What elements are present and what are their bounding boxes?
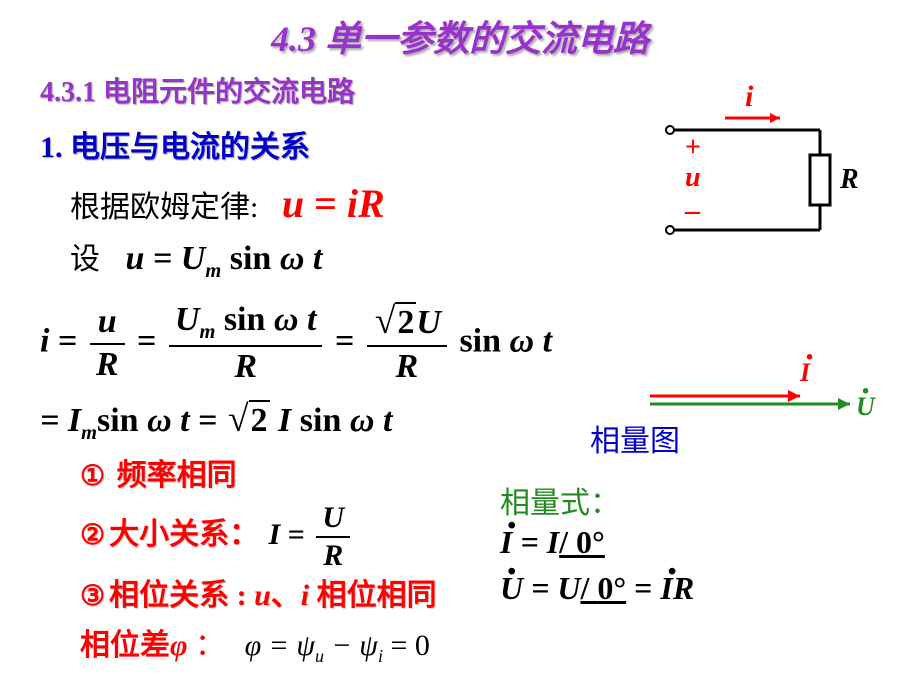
pe2-U-dot: U — [500, 570, 523, 606]
pd-u: u — [315, 646, 324, 666]
ohm-eq-sign: = — [304, 181, 347, 226]
frac-sqrt2U-R-num: 2U — [367, 300, 447, 347]
phasor-eq2: U = U/ 0° = IR — [500, 570, 694, 607]
u-eq-m: m — [205, 260, 221, 282]
bullet-2-text: 大小关系： — [109, 518, 259, 551]
bullet-2: ②大小关系： I = U R — [80, 500, 354, 574]
sqrt-2-rad: 2 — [395, 302, 416, 341]
bullet-3-u: u — [254, 579, 271, 612]
frac-u-R: u R — [90, 302, 125, 386]
num-Um: U — [175, 301, 200, 338]
pe1-eq: = I — [512, 524, 559, 560]
b2-frac-num: U — [316, 500, 350, 538]
bullet-3: ③相位关系 : u、i 相位相同 — [80, 570, 437, 614]
eq-i-lhs: i — [40, 323, 49, 360]
bullet-1-text: 频率相同 — [109, 459, 237, 492]
eq-i-chain: i = u R = Um sin ω t R = 2U R sin ω t — [40, 300, 552, 388]
circuit-u-label: u — [685, 162, 701, 194]
bullet-3-text: 相位关系 : — [109, 579, 247, 612]
eq-i2-omega2: ω t — [341, 402, 392, 439]
pe2-eq2: = — [626, 570, 660, 606]
bullet-1: ① 频率相同 — [80, 450, 237, 494]
frac-Um-sin-R-num: Um sin ω t — [169, 300, 323, 346]
sqrt-2-b: 2 — [226, 398, 270, 441]
num-omega: ω t — [265, 301, 316, 338]
pd-minus: − ψ — [324, 629, 378, 662]
ohm-label: 根据欧姆定律: — [70, 191, 258, 224]
section-subtitle: 4.3.1 电阻元件的交流电路 — [0, 70, 920, 110]
pe2-I-dot: I — [660, 570, 672, 606]
u-eq-omega-t: ω t — [271, 240, 322, 277]
eq-i2-m: m — [81, 422, 97, 444]
phase-diff-label: 相位差 — [80, 629, 170, 662]
set-label: 设 — [70, 243, 100, 276]
phasor-I-label: I — [800, 358, 810, 388]
b2-I: I — [269, 518, 281, 551]
circuit-diagram: i + u – R — [650, 110, 860, 240]
phase-diff-eq: φ = ψu − ψi = 0 — [245, 629, 430, 662]
page-title: 4.3 单一参数的交流电路 — [0, 0, 920, 62]
eq-i-eq3: = — [335, 323, 363, 360]
num-m: m — [199, 321, 215, 343]
eq-i2-I: I — [270, 402, 300, 439]
circuit-minus: – — [685, 194, 700, 228]
pe2-angle: / 0° — [580, 570, 626, 606]
eq-i2-omega1: ω t — [139, 402, 190, 439]
ohm-law-line: 根据欧姆定律: u = iR — [70, 180, 385, 227]
eq-i-eq1: = — [58, 323, 86, 360]
tail-sin: sin — [459, 323, 501, 360]
phasor-U-label: U — [856, 392, 875, 422]
bullet-2-num: ② — [80, 518, 105, 552]
set-u-line: 设 u = Um sin ω t — [70, 234, 322, 283]
tail-omega: ω t — [501, 323, 552, 360]
sqrt-2-b-rad: 2 — [249, 400, 270, 439]
eq-i-eq2: = — [137, 323, 165, 360]
circuit-plus: + — [685, 132, 701, 164]
frac-Um-sin-R: Um sin ω t R — [169, 300, 323, 387]
eq-u-def: u = Um sin ω t — [126, 240, 323, 277]
u-eq-sin: sin — [221, 240, 271, 277]
bullet-1-num: ① — [80, 459, 105, 493]
num-sin: sin — [215, 301, 265, 338]
phasor-svg — [650, 380, 870, 430]
pe1-angle: / 0° — [559, 524, 605, 560]
frac-sqrt2U-R-den: R — [367, 347, 447, 388]
circuit-R-label: R — [840, 164, 859, 196]
pd-phi-psi: φ = ψ — [245, 629, 315, 662]
eq-i-line2: = Imsin ω t = 2 I sin ω t — [40, 398, 392, 445]
ohm-u: u — [282, 181, 304, 226]
sqrt-2: 2 — [373, 300, 417, 345]
phase-diff-phi: φ — [170, 629, 188, 662]
bullet-3-num: ③ — [80, 579, 105, 613]
eq-i2-sin2: sin — [300, 402, 342, 439]
phase-diff-colon: ： — [188, 629, 226, 662]
phasor-form-label: 相量式： — [500, 478, 620, 522]
frac-u-R-num: u — [90, 302, 125, 345]
ohm-equation: u = iR — [282, 181, 385, 226]
frac-u-R-den: R — [90, 345, 125, 386]
num-U: U — [416, 304, 441, 341]
frac-sqrt2U-R: 2U R — [367, 300, 447, 388]
eq-i2-Im: = I — [40, 402, 81, 439]
bullet-3-tail: 相位相同 — [309, 579, 437, 612]
u-eq-Um: u = U — [126, 240, 206, 277]
pe2-eq1: = U — [523, 570, 580, 606]
circuit-i-label: i — [745, 80, 753, 114]
bullet-2-eq: I = U R — [269, 518, 354, 551]
frac-Um-sin-R-den: R — [169, 347, 323, 388]
bullet-3-sep: 、 — [271, 579, 301, 612]
b2-frac-den: R — [316, 538, 350, 574]
eq-i2-sin1: sin — [97, 402, 139, 439]
heading-number: 1. — [40, 131, 63, 164]
b2-eq: = — [280, 518, 312, 551]
bullet-3-i: i — [301, 579, 309, 612]
heading-text: 电压与电流的关系 — [63, 131, 311, 164]
pd-zero: = 0 — [383, 629, 430, 662]
b2-frac: U R — [316, 500, 350, 574]
ohm-iR: iR — [347, 181, 385, 226]
circuit-svg — [650, 110, 860, 250]
phasor-diagram: I U — [650, 380, 860, 440]
eq-i2-eq: = — [198, 402, 226, 439]
phase-diff-line: 相位差φ ： φ = ψu − ψi = 0 — [80, 620, 430, 667]
